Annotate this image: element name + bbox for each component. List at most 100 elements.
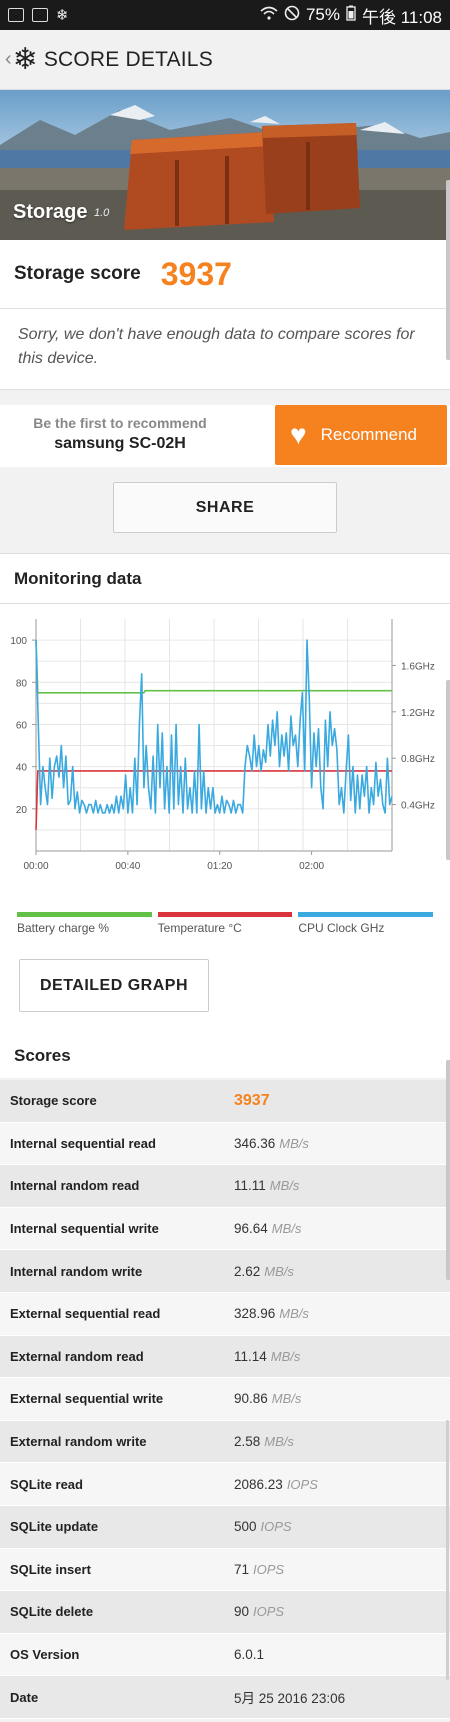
notification-snowflake-icon: ❄ (56, 7, 69, 24)
score-row-number: 346.36 (234, 1135, 276, 1151)
score-row-number: 3937 (234, 1091, 270, 1109)
battery-percent: 75% (305, 5, 340, 24)
score-row: Internal random write 2.62 MB/s (0, 1250, 450, 1293)
score-row-name: External sequential write (10, 1391, 164, 1407)
score-row-value: 11.14 MB/s (234, 1349, 300, 1364)
legend-swatch-cpu (298, 912, 434, 917)
score-row-unit: IOPS (286, 1476, 318, 1492)
monitoring-card: Monitoring data 20 40 60 80 100 0.4GHz 0.8GHz 1… (0, 553, 450, 1033)
device-name: samsung SC-02H (54, 435, 186, 452)
score-row-name: External sequential read (10, 1306, 161, 1322)
score-row-number: 5月 25 2016 23:06 (234, 1691, 346, 1707)
test-version: 1.0 (94, 207, 110, 219)
score-row-name: External random read (10, 1348, 144, 1364)
monitoring-title: Monitoring data (0, 554, 450, 604)
score-row-value: 3937 (234, 1092, 270, 1110)
edge-panel-handle-bottom[interactable] (446, 1060, 450, 1280)
y-right-tick-label: 1.6GHz (401, 661, 435, 672)
score-row-number: 2.62 (234, 1263, 261, 1279)
score-row-name: Internal sequential read (10, 1135, 156, 1151)
score-row: Storage score 3937 (0, 240, 450, 309)
score-row-unit: MB/s (271, 1391, 302, 1407)
score-row-name: Internal sequential write (10, 1221, 159, 1237)
y-left-tick-label: 40 (16, 763, 28, 774)
score-row-value: 328.96 MB/s (234, 1306, 309, 1321)
back-chevron-icon[interactable]: ‹ (5, 48, 12, 70)
score-row-name: SQLite insert (10, 1561, 91, 1577)
heart-icon: ♥ (290, 419, 307, 450)
score-row-value: 96.64 MB/s (234, 1221, 301, 1236)
score-row-value: 90 IOPS (234, 1604, 284, 1619)
score-row-value: 90.86 MB/s (234, 1391, 301, 1406)
recommend-button[interactable]: ♥ Recommend (275, 405, 447, 465)
scores-table: Storage score 3937 Internal sequential rea… (0, 1080, 450, 1719)
edge-panel-handle-lower[interactable] (446, 680, 450, 860)
notification-app-icon (8, 8, 24, 22)
y-left-tick-label: 20 (16, 805, 28, 816)
chart-legend: Battery charge % Temperature °C CPU Cloc… (17, 912, 434, 935)
score-row: External sequential write 90.86 MB/s (0, 1378, 450, 1421)
score-row-number: 90 (234, 1604, 250, 1620)
recommend-text: Be the first to recommend samsung SC-02H (0, 415, 240, 453)
score-row-unit: IOPS (260, 1519, 292, 1535)
score-row-number: 2.58 (234, 1434, 261, 1450)
score-row: Internal sequential read 346.36 MB/s (0, 1122, 450, 1166)
score-row-value: 346.36 MB/s (234, 1136, 309, 1151)
cpu-clock-series-line (35, 639, 393, 814)
score-row-name: Internal random write (10, 1263, 143, 1279)
score-row-value: 5月 25 2016 23:06 (234, 1687, 345, 1707)
score-row-number: 6.0.1 (234, 1647, 265, 1663)
score-row-name: Storage score (10, 1093, 97, 1109)
recommend-prompt: Be the first to recommend (33, 415, 207, 431)
legend-item-cpu: CPU Clock GHz (298, 912, 434, 935)
detailed-graph-button[interactable]: DETAILED GRAPH (19, 959, 209, 1012)
score-row-value: 2.62 MB/s (234, 1264, 294, 1279)
score-row-name: SQLite read (10, 1476, 83, 1492)
score-row-name: SQLite delete (10, 1604, 94, 1620)
edge-panel-handle[interactable] (446, 180, 450, 360)
score-row-unit: MB/s (270, 1348, 301, 1364)
app-logo-snowflake-icon[interactable]: ❄ (12, 42, 38, 76)
score-row-value: 6.0.1 (234, 1647, 264, 1662)
score-row-name: External random write (10, 1434, 147, 1450)
x-tick-label: 00:00 (23, 861, 48, 872)
y-left-tick-label: 80 (16, 678, 28, 689)
score-row-number: 90.86 (234, 1391, 268, 1407)
battery-icon (346, 5, 356, 26)
score-card: Storage score 3937 Sorry, we don't have … (0, 240, 450, 390)
score-row: External sequential read 328.96 MB/s (0, 1292, 450, 1336)
score-row-value: 2.58 MB/s (234, 1434, 294, 1449)
app-bar: ‹ ❄ SCORE DETAILS (0, 30, 450, 90)
clock: 午後 11:08 (361, 7, 442, 27)
score-row: External random read 11.14 MB/s (0, 1335, 450, 1379)
legend-label-cpu: CPU Clock GHz (298, 921, 385, 935)
notification-gallery-icon (32, 8, 48, 22)
y-right-tick-label: 1.2GHz (401, 708, 435, 719)
x-tick-label: 02:00 (299, 861, 324, 872)
score-row-number: 328.96 (234, 1306, 276, 1322)
y-right-tick-label: 0.8GHz (401, 754, 435, 765)
y-left-tick-label: 60 (16, 720, 28, 731)
score-row-unit: MB/s (279, 1306, 309, 1322)
page-title: SCORE DETAILS (43, 47, 213, 71)
score-row-unit: IOPS (253, 1561, 285, 1577)
status-bar: ❄ 75% 午後 11:08 (0, 0, 450, 30)
legend-item-battery: Battery charge % (17, 912, 152, 935)
score-row-number: 96.64 (234, 1221, 268, 1237)
score-row: SQLite delete 90 IOPS (0, 1591, 450, 1634)
score-row-unit: IOPS (253, 1604, 285, 1620)
legend-swatch-battery (17, 912, 152, 917)
score-row: External random write 2.58 MB/s (0, 1420, 450, 1464)
score-row-number: 11.11 (234, 1178, 266, 1194)
temperature-series-line (35, 770, 392, 830)
score-row: Internal random read 11.11 MB/s (0, 1165, 450, 1208)
hero-image: Storage 1.0 (0, 90, 450, 240)
y-left-tick-label: 100 (10, 636, 27, 647)
scrollbar[interactable] (446, 1420, 449, 1680)
score-row-unit: MB/s (264, 1263, 294, 1279)
score-row-unit: MB/s (279, 1135, 309, 1151)
y-right-tick-label: 0.4GHz (401, 801, 435, 812)
score-row-number: 11.14 (234, 1348, 267, 1364)
share-button[interactable]: SHARE (113, 482, 337, 533)
legend-swatch-temperature (157, 912, 293, 917)
